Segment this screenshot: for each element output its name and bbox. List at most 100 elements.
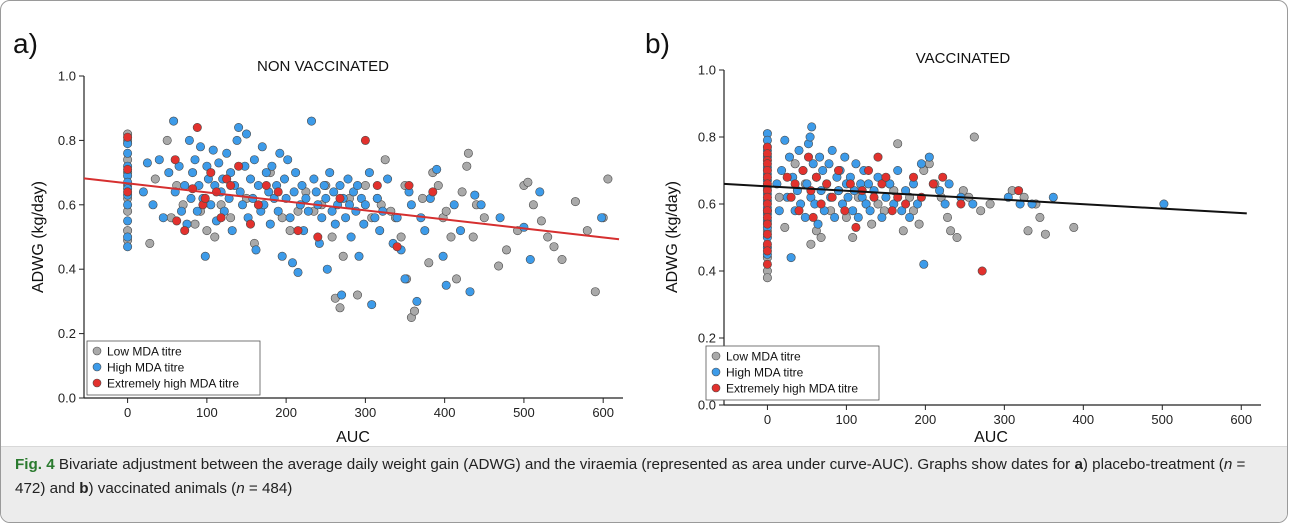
data-point (762, 246, 772, 256)
data-point (808, 212, 818, 222)
data-point (352, 290, 362, 300)
data-point (301, 193, 311, 203)
data-point (840, 206, 850, 216)
data-point (790, 159, 800, 169)
y-tick-label: 0.8 (698, 130, 716, 145)
data-point (180, 181, 190, 191)
data-point (372, 193, 382, 203)
data-point (946, 226, 956, 236)
x-tick-label: 0 (764, 412, 771, 427)
data-point (375, 226, 385, 236)
data-point (827, 192, 837, 202)
data-point (145, 238, 155, 248)
data-point (279, 174, 289, 184)
data-point (455, 226, 465, 236)
data-point (905, 212, 915, 222)
y-tick-label: 0.2 (58, 326, 76, 341)
data-point (843, 192, 853, 202)
data-point (354, 251, 364, 261)
data-point (916, 159, 926, 169)
y-tick-label: 0.8 (58, 133, 76, 148)
data-point (206, 168, 216, 178)
data-point (222, 174, 232, 184)
data-point (822, 179, 832, 189)
y-tick-label: 0.0 (58, 391, 76, 406)
data-point (808, 159, 818, 169)
data-point (873, 199, 883, 209)
data-point (265, 219, 275, 229)
data-point (451, 274, 461, 284)
data-point (169, 116, 179, 126)
data-point (174, 161, 184, 171)
data-point (827, 145, 837, 155)
data-point (200, 251, 210, 261)
data-point (177, 206, 187, 216)
x-tick-label: 100 (836, 412, 858, 427)
data-point (335, 181, 345, 191)
data-point (277, 251, 287, 261)
data-point (597, 213, 607, 223)
x-tick-label: 300 (993, 412, 1015, 427)
data-point (234, 123, 244, 133)
legend-marker (711, 351, 721, 361)
data-point (242, 129, 252, 139)
data-point (417, 193, 427, 203)
data-point (816, 186, 826, 196)
legend-marker (92, 346, 102, 356)
data-point (319, 181, 329, 191)
data-point (352, 181, 362, 191)
data-point (123, 164, 133, 174)
data-point (816, 233, 826, 243)
data-point (216, 213, 226, 223)
data-point (311, 187, 321, 197)
data-point (372, 181, 382, 191)
data-point (774, 206, 784, 216)
data-point (186, 193, 196, 203)
data-point (914, 219, 924, 229)
data-point (184, 135, 194, 145)
data-point (190, 155, 200, 165)
data-point (877, 212, 887, 222)
data-point (462, 161, 472, 171)
caption-n-b: n (236, 480, 245, 497)
data-point (406, 200, 416, 210)
x-axis-label: AUC (336, 429, 370, 446)
data-point (360, 200, 370, 210)
data-point (303, 206, 313, 216)
caption-text: = 484) (244, 480, 293, 497)
legend-box (705, 345, 880, 401)
legend-label: Low MDA titre (107, 344, 182, 358)
data-point (811, 172, 821, 182)
data-point (261, 181, 271, 191)
data-point (438, 251, 448, 261)
data-point (226, 181, 236, 191)
data-point (123, 200, 133, 210)
caption-n-a: n (1223, 456, 1233, 473)
data-point (337, 290, 347, 300)
data-point (893, 166, 903, 176)
data-point (908, 206, 918, 216)
x-tick-label: 100 (196, 405, 218, 420)
data-point (924, 152, 934, 162)
x-tick-label: 400 (1072, 412, 1094, 427)
data-point (470, 190, 480, 200)
data-point (214, 158, 224, 168)
data-point (1048, 192, 1058, 202)
caption-text: ) placebo-treatment ( (1082, 456, 1224, 473)
data-point (777, 166, 787, 176)
data-point (853, 212, 863, 222)
x-axis-label: AUC (974, 429, 1008, 446)
data-point (794, 206, 804, 216)
data-point (226, 213, 236, 223)
data-point (603, 174, 613, 184)
data-point (346, 232, 356, 242)
data-point (432, 164, 442, 174)
data-point (543, 232, 553, 242)
data-point (976, 206, 986, 216)
data-point (370, 213, 380, 223)
data-point (813, 219, 823, 229)
data-point (329, 187, 339, 197)
data-point (786, 253, 796, 263)
data-point (253, 200, 263, 210)
